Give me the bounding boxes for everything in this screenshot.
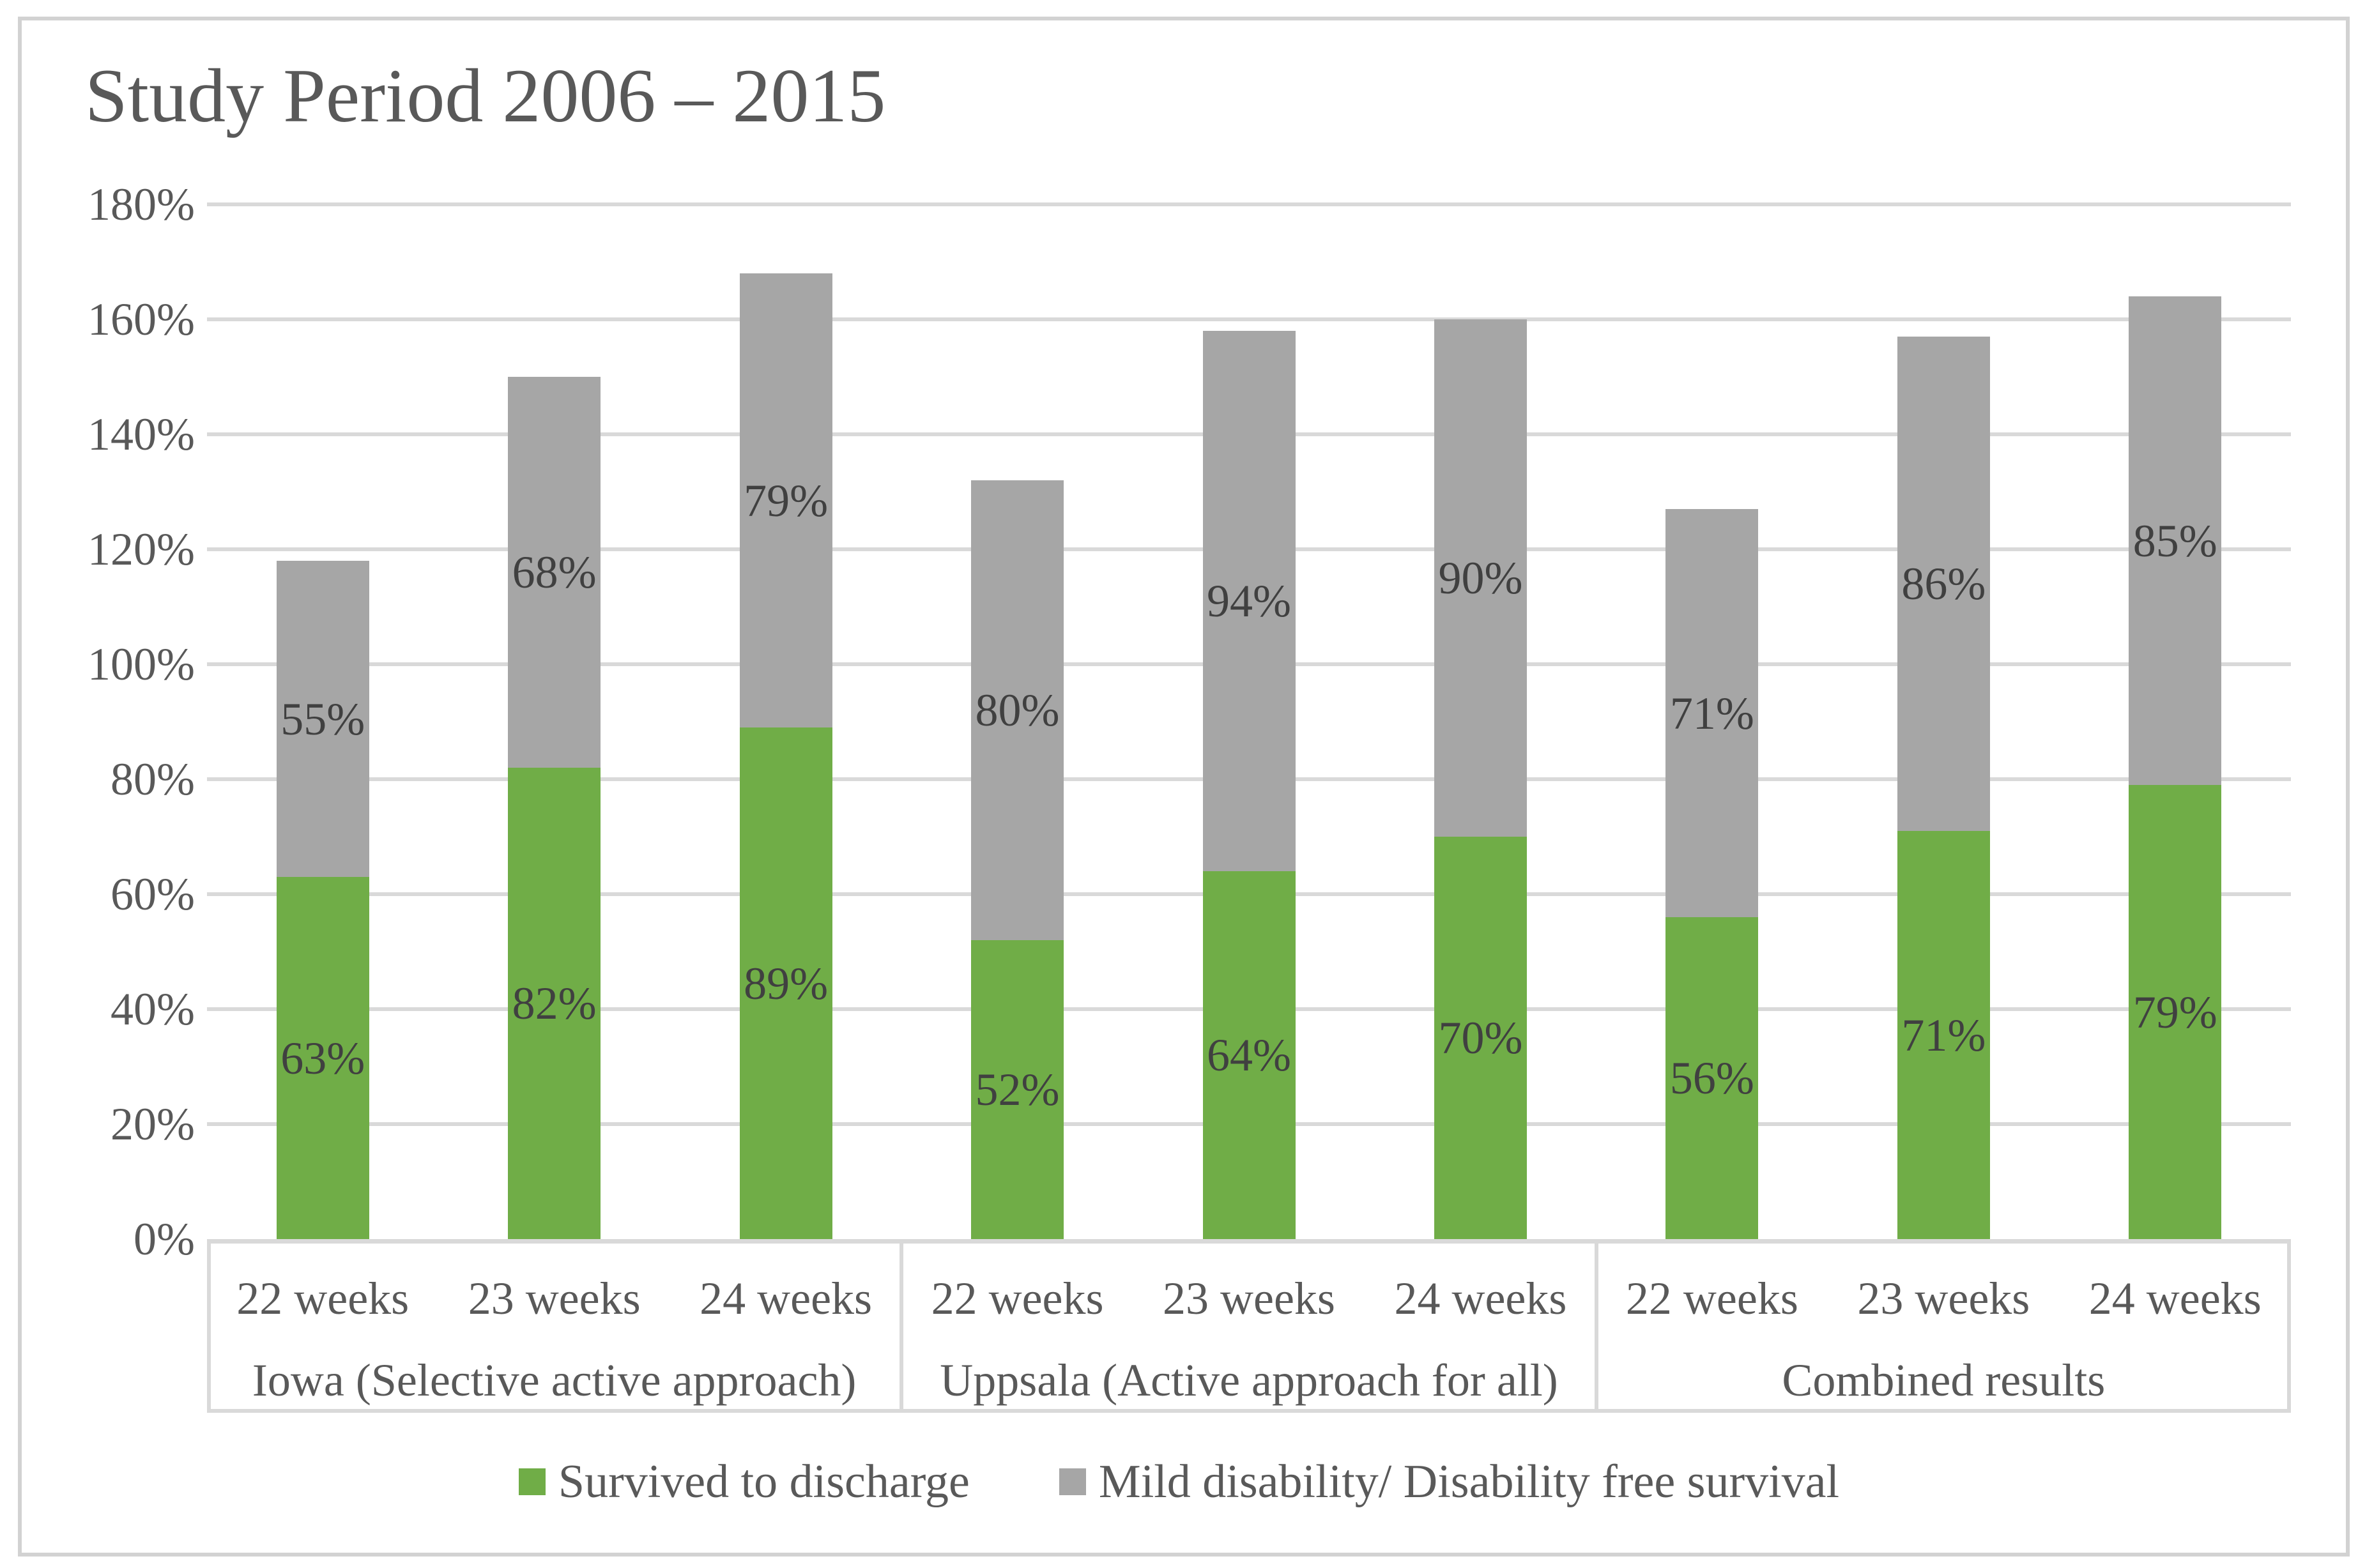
bar-segment-mild-disability	[276, 561, 369, 877]
x-tick-label-weeks: 23 weeks	[468, 1273, 641, 1324]
bar-segment-survived	[2129, 785, 2222, 1239]
y-tick-label: 20%	[111, 1099, 195, 1150]
y-tick-label: 120%	[88, 524, 195, 575]
y-tick-label: 40%	[111, 984, 195, 1035]
x-tick-label-weeks: 24 weeks	[1394, 1273, 1567, 1324]
legend: Survived to discharge Mild disability/ Di…	[0, 1451, 2358, 1512]
category-group-divider	[900, 1239, 904, 1413]
bar-segment-mild-disability	[1665, 509, 1759, 917]
bar-segment-survived	[1665, 917, 1759, 1239]
y-tick-label: 140%	[88, 409, 195, 460]
bar-segment-mild-disability	[2129, 296, 2222, 785]
data-label-survived: 64%	[1206, 1030, 1291, 1081]
category-group-divider	[1594, 1239, 1598, 1413]
data-label-survived: 82%	[512, 978, 597, 1029]
x-group-label: Combined results	[1782, 1355, 2106, 1406]
data-label-mild-disability: 79%	[744, 475, 829, 526]
data-label-mild-disability: 71%	[1669, 687, 1754, 739]
legend-swatch-icon	[1059, 1468, 1086, 1495]
y-tick-label: 160%	[88, 294, 195, 345]
y-tick-label: 60%	[111, 869, 195, 920]
legend-item: Survived to discharge	[518, 1453, 970, 1511]
y-tick-label: 100%	[88, 639, 195, 690]
y-tick-label: 0%	[134, 1214, 195, 1265]
data-label-survived: 63%	[280, 1032, 365, 1084]
gridline-160	[207, 317, 2291, 321]
bar-segment-mild-disability	[1434, 319, 1527, 837]
chart-title: Study Period 2006 – 2015	[85, 53, 886, 138]
legend-label: Survived to discharge	[558, 1456, 970, 1508]
data-label-mild-disability: 68%	[512, 547, 597, 598]
bar-segment-survived	[1434, 837, 1527, 1239]
y-tick-label: 80%	[111, 754, 195, 805]
bar-segment-mild-disability	[508, 377, 601, 768]
data-label-mild-disability: 55%	[280, 693, 365, 745]
bar-segment-mild-disability	[1202, 331, 1296, 871]
bar-segment-survived	[1897, 831, 1990, 1239]
data-label-mild-disability: 94%	[1206, 575, 1291, 627]
y-tick-label: 180%	[88, 179, 195, 230]
x-tick-label-weeks: 24 weeks	[2088, 1273, 2262, 1324]
data-label-mild-disability: 86%	[1901, 558, 1986, 609]
data-label-survived: 89%	[744, 957, 829, 1009]
bar-segment-survived	[508, 768, 601, 1239]
data-label-survived: 70%	[1438, 1012, 1523, 1063]
x-group-label: Iowa (Selective active approach)	[252, 1355, 857, 1406]
data-label-mild-disability: 90%	[1438, 552, 1523, 604]
gridline-180	[207, 202, 2291, 206]
data-label-mild-disability: 80%	[975, 685, 1060, 736]
data-label-survived: 52%	[975, 1064, 1060, 1115]
x-tick-label-weeks: 22 weeks	[236, 1273, 410, 1324]
x-tick-label-weeks: 22 weeks	[931, 1273, 1104, 1324]
data-label-survived: 71%	[1901, 1009, 1986, 1061]
data-label-survived: 56%	[1669, 1053, 1754, 1104]
x-tick-label-weeks: 23 weeks	[1163, 1273, 1335, 1324]
bar-segment-mild-disability	[1897, 337, 1990, 831]
legend-label: Mild disability/ Disability free surviva…	[1098, 1456, 1840, 1508]
category-axis-box	[207, 1239, 2291, 1413]
bar-segment-mild-disability	[739, 273, 832, 727]
bar-segment-survived	[276, 877, 369, 1239]
legend-item: Mild disability/ Disability free surviva…	[1059, 1453, 1839, 1511]
x-group-label: Uppsala (Active approach for all)	[940, 1355, 1558, 1406]
data-label-mild-disability: 85%	[2132, 515, 2217, 567]
x-tick-label-weeks: 24 weeks	[700, 1273, 873, 1324]
bar-segment-survived	[1202, 871, 1296, 1239]
legend-swatch-icon	[518, 1468, 546, 1495]
bar-segment-survived	[971, 940, 1064, 1239]
data-label-survived: 79%	[2132, 986, 2217, 1038]
bar-segment-mild-disability	[971, 480, 1064, 940]
bar-segment-survived	[739, 727, 832, 1239]
x-tick-label-weeks: 23 weeks	[1857, 1273, 2030, 1324]
x-tick-label-weeks: 22 weeks	[1625, 1273, 1798, 1324]
